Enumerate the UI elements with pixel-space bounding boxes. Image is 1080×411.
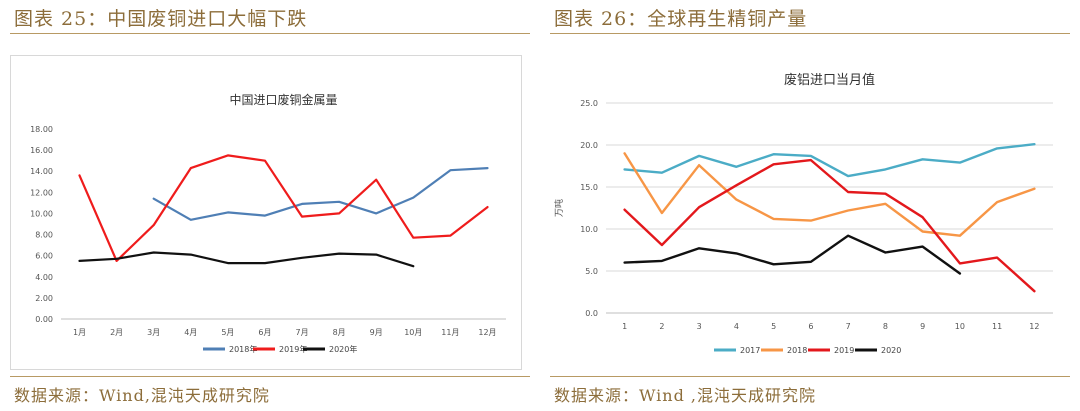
y-tick-label: 6.00 bbox=[35, 252, 53, 261]
x-tick-label: 8月 bbox=[333, 328, 346, 337]
y-tick-label: 0.00 bbox=[35, 315, 53, 324]
source-note: 数据来源：Wind,混沌天成研究院 bbox=[14, 386, 270, 405]
y-tick-label: 10.00 bbox=[30, 209, 53, 218]
x-tick-label: 12月 bbox=[478, 328, 496, 337]
x-tick-label: 3月 bbox=[147, 328, 160, 337]
y-tick-label: 15.0 bbox=[580, 183, 598, 192]
y-tick-label: 5.0 bbox=[585, 267, 598, 276]
x-tick-label: 5 bbox=[771, 322, 776, 331]
x-tick-label: 1 bbox=[622, 322, 627, 331]
x-tick-label: 8 bbox=[883, 322, 888, 331]
x-tick-label: 5月 bbox=[221, 328, 234, 337]
y-tick-label: 16.00 bbox=[30, 146, 53, 155]
right-panel: 图表 26：全球再生精铜产量 废铝进口当月值 0.0 5.0 10.0 15.0 20.0… bbox=[540, 0, 1080, 411]
chart-title: 废铝进口当月值 bbox=[784, 72, 875, 88]
x-tick-label: 11 bbox=[992, 322, 1002, 331]
source-divider bbox=[550, 376, 1070, 377]
y-tick-label: 0.0 bbox=[585, 309, 598, 318]
series-line-2019 bbox=[623, 158, 1036, 293]
chart-title: 中国进口废铜金属量 bbox=[229, 92, 337, 107]
title-divider bbox=[10, 33, 530, 34]
x-tick-label: 9 bbox=[920, 322, 925, 331]
y-tick-label: 8.00 bbox=[35, 231, 53, 240]
legend-label: 2019年 bbox=[279, 344, 307, 354]
y-tick-label: 18.00 bbox=[30, 125, 53, 134]
series-line-2019年 bbox=[78, 154, 489, 262]
x-tick-label: 4 bbox=[734, 322, 739, 331]
legend-label: 2020 bbox=[881, 346, 901, 355]
chart-frame: 废铝进口当月值 0.0 5.0 10.0 15.0 20.0 25.0 1 2 3 4 5 6 7 8 9 10… bbox=[548, 55, 1070, 368]
y-tick-label: 20.0 bbox=[580, 141, 598, 150]
x-tick-label: 7月 bbox=[295, 328, 308, 337]
y-tick-label: 10.0 bbox=[580, 225, 598, 234]
x-tick-label: 6月 bbox=[258, 328, 271, 337]
x-tick-label: 2 bbox=[659, 322, 664, 331]
x-tick-label: 2月 bbox=[110, 328, 123, 337]
x-tick-label: 3 bbox=[697, 322, 702, 331]
y-tick-label: 2.00 bbox=[35, 294, 53, 303]
chart-frame: 中国进口废铜金属量 0.00 2.00 4.00 6.00 8.00 10.00 12.00 1… bbox=[10, 55, 522, 370]
source-note: 数据来源：Wind ,混沌天成研究院 bbox=[554, 386, 817, 405]
y-tick-label: 12.00 bbox=[30, 188, 53, 197]
x-tick-label: 10月 bbox=[404, 328, 422, 337]
y-tick-label: 25.0 bbox=[580, 99, 598, 108]
x-tick-label: 1月 bbox=[73, 328, 86, 337]
series-line-2020年 bbox=[78, 251, 415, 268]
y-tick-label: 4.00 bbox=[35, 273, 53, 282]
x-tick-label: 12 bbox=[1029, 322, 1039, 331]
y-tick-label: 14.00 bbox=[30, 167, 53, 176]
x-tick-label: 4月 bbox=[184, 328, 197, 337]
legend-label: 2018年 bbox=[229, 344, 257, 354]
x-tick-label: 10 bbox=[955, 322, 965, 331]
series-line-2020 bbox=[623, 234, 962, 275]
legend-label: 2020年 bbox=[329, 344, 357, 354]
legend-label: 2019 bbox=[834, 346, 854, 355]
figure-title: 图表 26：全球再生精铜产量 bbox=[554, 8, 808, 30]
source-divider bbox=[10, 376, 530, 377]
left-panel: 图表 25：中国废铜进口大幅下跌 中国进口废铜金属量 0.00 2.00 4.00 6.… bbox=[10, 8, 530, 405]
legend-label: 2017 bbox=[740, 346, 760, 355]
y-axis-label: 万吨 bbox=[553, 199, 565, 217]
title-divider bbox=[550, 33, 1070, 34]
legend-label: 2018 bbox=[787, 346, 807, 355]
x-tick-label: 11月 bbox=[441, 328, 459, 337]
x-tick-label: 9月 bbox=[370, 328, 383, 337]
chart-canvas-copper: 中国进口废铜金属量 0.00 2.00 4.00 6.00 8.00 10.00 12.00 1… bbox=[30, 92, 506, 354]
x-tick-label: 7 bbox=[846, 322, 851, 331]
series-line-2018年 bbox=[152, 167, 489, 221]
x-tick-label: 6 bbox=[808, 322, 813, 331]
series-line-2017 bbox=[623, 143, 1036, 178]
series-line-2018 bbox=[623, 152, 1036, 237]
figure-title: 图表 25：中国废铜进口大幅下跌 bbox=[14, 8, 308, 30]
